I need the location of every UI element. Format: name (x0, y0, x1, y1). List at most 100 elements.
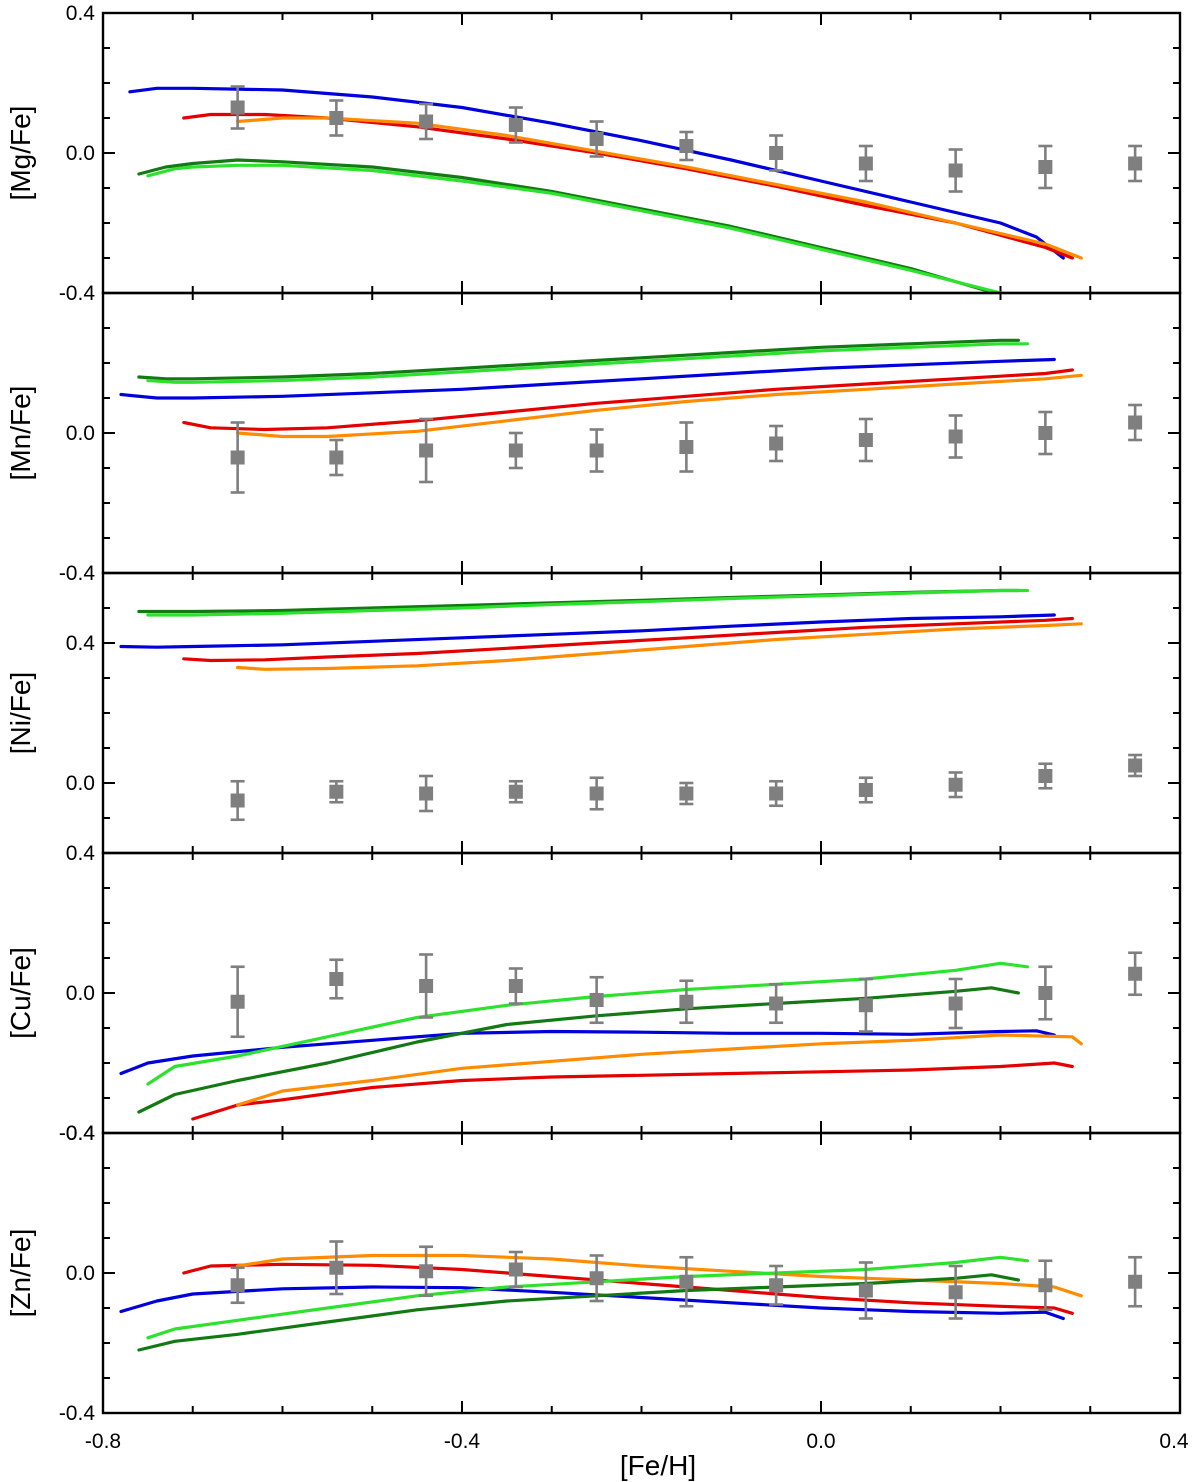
y-tick-label: 0.4 (66, 2, 96, 25)
y-tick-label: 0.4 (66, 842, 96, 865)
data-point (679, 440, 694, 454)
data-point (1128, 966, 1143, 981)
panel-mgfe: 0.4 0.0 -0.4 [Mg/Fe] (5, 2, 1182, 305)
data-point (948, 1285, 963, 1300)
data-point (329, 111, 344, 125)
data-point (329, 784, 344, 799)
observed-points (230, 403, 1143, 494)
panel-znfe: 0.4 0.0 -0.4 [Zn/Fe] (5, 1122, 1182, 1425)
y-tick-label: 0.0 (66, 982, 95, 1005)
y-tick-label: -0.4 (59, 1122, 96, 1145)
data-point (858, 156, 873, 171)
y-tick-label: -0.4 (59, 282, 96, 305)
data-point (508, 979, 523, 993)
series-line-red (182, 1262, 1074, 1315)
data-point (679, 994, 694, 1009)
y-axis-title: [Cu/Fe] (5, 947, 36, 1039)
data-point (589, 786, 604, 801)
x-axis-title: [Fe/H] (620, 1450, 696, 1481)
series-line-blue (119, 1029, 1056, 1076)
data-point (858, 998, 873, 1013)
series-line-light-green (146, 588, 1030, 617)
data-point (230, 100, 245, 115)
y-axis-title: [Zn/Fe] (5, 1229, 36, 1318)
data-point (769, 1278, 784, 1293)
data-point (508, 784, 523, 799)
data-point (858, 1283, 873, 1298)
model-curves (119, 588, 1083, 671)
series-line-light-green (146, 163, 1009, 293)
data-point (769, 786, 784, 801)
series-line-blue (119, 357, 1056, 400)
data-point (948, 429, 963, 444)
data-point (948, 777, 963, 792)
data-point (769, 996, 784, 1011)
y-axis-title: [Mg/Fe] (5, 106, 36, 201)
y-axis-title: [Ni/Fe] (5, 672, 36, 754)
panel-cufe: 0.4 0.0 -0.4 [Cu/Fe] (5, 842, 1182, 1145)
data-point (589, 1271, 604, 1286)
data-point (1038, 426, 1053, 440)
model-curves (119, 1253, 1083, 1352)
data-point (419, 979, 434, 993)
observed-points (230, 753, 1143, 822)
data-point (508, 118, 523, 132)
series-line-dark-green (137, 158, 1003, 293)
model-curves (128, 86, 1083, 293)
data-point (230, 450, 245, 465)
data-point (948, 996, 963, 1011)
series-line-red (182, 112, 1074, 260)
series-line-orange (236, 622, 1083, 671)
data-point (948, 163, 963, 178)
observed-points (230, 951, 1143, 1039)
x-tick-label: -0.8 (85, 1430, 121, 1453)
panel-nife: 0.4 0.0 [Ni/Fe] (5, 571, 1182, 855)
model-curves (119, 961, 1083, 1121)
data-point (329, 1260, 344, 1275)
y-tick-label: 0.4 (66, 632, 96, 655)
y-tick-label: 0.0 (66, 1262, 95, 1285)
series-line-orange (236, 1033, 1083, 1107)
data-point (1038, 160, 1053, 174)
data-point (419, 786, 434, 801)
model-curves (119, 338, 1083, 439)
panel-frame (101, 291, 1182, 575)
y-tick-label: -0.4 (59, 1402, 96, 1425)
data-point (589, 132, 604, 146)
series-line-red (182, 368, 1074, 432)
data-point (1128, 1274, 1143, 1289)
x-tick-label: 0.4 (1159, 1430, 1189, 1453)
y-tick-label: -0.4 (59, 562, 96, 585)
data-point (589, 443, 604, 458)
panel-frame (101, 1131, 1182, 1415)
y-tick-label: 0.0 (66, 772, 95, 795)
y-tick-label: 0.4 (66, 1122, 96, 1145)
data-point (679, 1274, 694, 1289)
data-point (589, 993, 604, 1007)
series-line-light-green (146, 961, 1030, 1086)
data-point (769, 146, 784, 160)
series-line-red (182, 616, 1074, 663)
series-line-light-green (146, 342, 1030, 384)
data-point (329, 450, 344, 465)
data-point (1128, 758, 1143, 773)
data-point (419, 114, 434, 129)
observed-points (230, 85, 1143, 193)
data-point (1128, 415, 1143, 430)
observed-points (230, 1240, 1143, 1320)
series-line-red (191, 1061, 1074, 1121)
series-line-dark-green (137, 338, 1021, 381)
series-line-orange (236, 116, 1083, 260)
data-point (230, 994, 245, 1009)
series-line-orange (236, 373, 1083, 439)
data-point (508, 443, 523, 458)
chart-panels: 0.4 0.0 -0.4 [Mg/Fe] 0.0 -0.4 [Mn/Fe] 0.4 0.0 [Ni… (5, 2, 1182, 1425)
data-point (679, 139, 694, 153)
data-point (1038, 769, 1053, 783)
data-point (858, 783, 873, 797)
y-tick-label: 0.0 (66, 142, 95, 165)
series-line-dark-green (137, 1273, 1021, 1352)
data-point (1038, 986, 1053, 1000)
data-point (679, 786, 694, 801)
